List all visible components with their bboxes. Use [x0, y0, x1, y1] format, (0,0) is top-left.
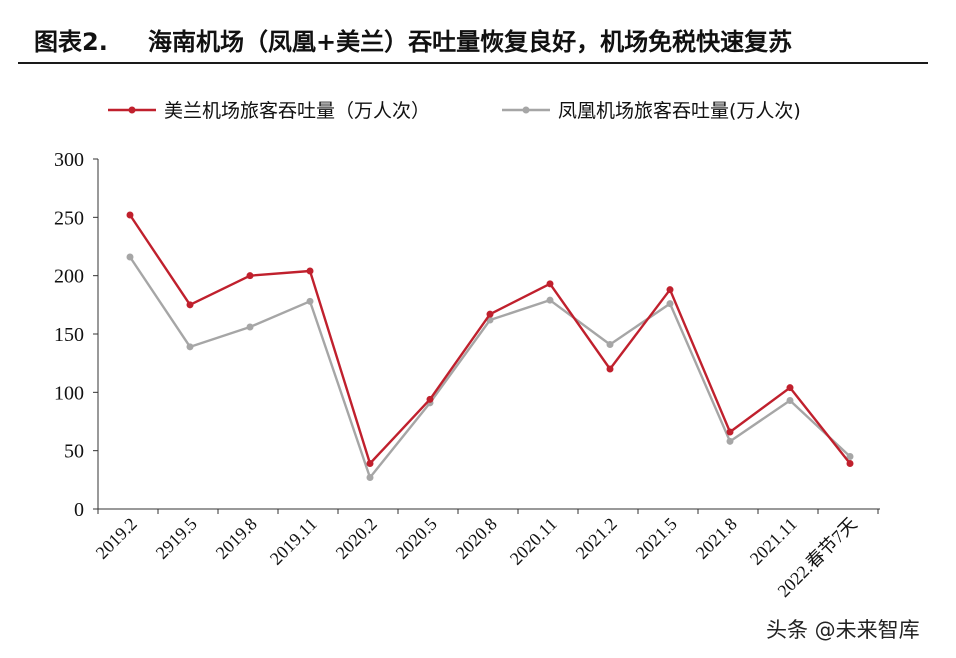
legend-marker — [522, 106, 530, 114]
data-point — [786, 397, 794, 404]
data-point — [726, 428, 734, 436]
x-tick-label: 2020.5 — [392, 514, 441, 563]
x-tick-label: 2020.8 — [452, 514, 501, 563]
data-point — [246, 323, 254, 331]
legend-label: 凤凰机场旅客吞吐量(万人次) — [558, 100, 801, 122]
series-line — [129, 214, 851, 465]
y-tick-label: 100 — [54, 382, 84, 404]
data-point — [846, 460, 854, 467]
data-point — [366, 460, 374, 467]
data-point — [486, 310, 494, 318]
data-point — [726, 437, 734, 445]
y-tick-label: 0 — [74, 499, 84, 521]
x-tick-label: 2020.2 — [332, 514, 381, 563]
data-point — [126, 253, 134, 261]
legend-marker — [128, 106, 136, 114]
data-point — [306, 267, 314, 275]
y-tick-label: 150 — [54, 324, 84, 346]
watermark: 头条 @未来智库 — [766, 618, 920, 642]
x-tick-label: 2021.2 — [572, 514, 621, 563]
legend-label: 美兰机场旅客吞吐量（万人次） — [164, 100, 430, 122]
data-point — [126, 211, 134, 219]
y-tick-label: 300 — [54, 149, 84, 171]
y-tick-label: 200 — [54, 266, 84, 288]
y-tick-label: 50 — [64, 441, 84, 463]
data-point — [606, 341, 614, 348]
data-point — [366, 474, 374, 481]
data-point — [246, 272, 254, 280]
x-tick-label: 2021.8 — [692, 514, 741, 563]
x-tick-label: 2019.11 — [266, 514, 321, 569]
data-point — [846, 453, 854, 460]
x-tick-label: 2020.11 — [506, 514, 561, 569]
data-point — [546, 280, 554, 288]
data-point — [426, 395, 434, 403]
data-point — [666, 300, 674, 308]
series-line — [129, 256, 851, 479]
data-point — [186, 301, 194, 309]
x-tick-label: 2019.8 — [212, 514, 261, 563]
figure-header: 图表2. 海南机场（凤凰+美兰）吞吐量恢复良好，机场免税快速复苏 — [18, 8, 928, 64]
x-tick-label: 2021.11 — [746, 514, 801, 569]
data-point — [606, 365, 614, 373]
data-point — [666, 286, 674, 294]
data-point — [306, 297, 314, 305]
x-tick-label: 2019.2 — [92, 514, 141, 563]
data-point — [786, 384, 794, 392]
x-tick-label: 2919.5 — [152, 514, 201, 563]
figure-title: 海南机场（凤凰+美兰）吞吐量恢复良好，机场免税快速复苏 — [148, 28, 793, 56]
data-point — [186, 343, 194, 351]
data-point — [546, 296, 554, 304]
y-tick-label: 250 — [54, 207, 84, 229]
figure-label: 图表2. — [34, 28, 108, 56]
x-tick-label: 2021.5 — [632, 514, 681, 563]
